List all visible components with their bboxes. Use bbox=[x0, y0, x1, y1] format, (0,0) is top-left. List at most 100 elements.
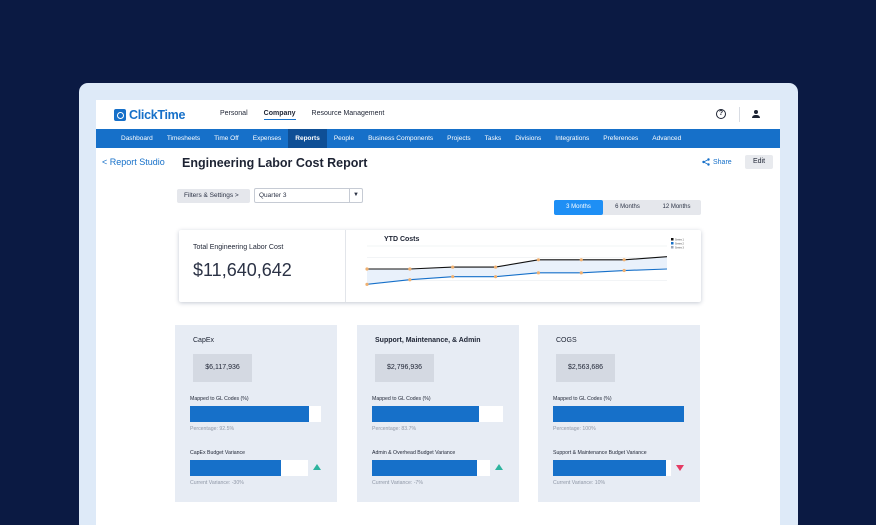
chart-point bbox=[408, 278, 412, 282]
user-icon[interactable] bbox=[752, 110, 760, 119]
mapped-gl-bar bbox=[372, 406, 503, 422]
top-bar: ClickTime Personal Company Resource Mana… bbox=[96, 100, 780, 129]
chart-point bbox=[536, 271, 541, 275]
chart-point bbox=[579, 271, 583, 275]
nav-item-preferences[interactable]: Preferences bbox=[603, 135, 639, 142]
summary-divider bbox=[345, 230, 346, 302]
range-option-3-months[interactable]: 3 Months bbox=[554, 200, 603, 215]
trend-down-icon bbox=[676, 465, 684, 471]
share-icon bbox=[702, 158, 710, 166]
nav-item-business-components[interactable]: Business Components bbox=[368, 135, 434, 142]
chart-title: YTD Costs bbox=[384, 236, 420, 243]
budget-variance-note: Current Variance: -30% bbox=[190, 480, 244, 486]
page-title: Engineering Labor Cost Report bbox=[182, 156, 368, 170]
budget-variance-label: Support & Maintenance Budget Variance bbox=[553, 450, 647, 456]
summary-value: $11,640,642 bbox=[193, 260, 292, 280]
budget-variance-note: Current Variance: -7% bbox=[372, 480, 423, 486]
filters-settings-button[interactable]: Filters & Settings > bbox=[177, 189, 250, 203]
nav-item-dashboard[interactable]: Dashboard bbox=[121, 135, 153, 142]
chart-point bbox=[451, 275, 455, 279]
clicktime-logo-icon bbox=[114, 109, 126, 121]
chart-point bbox=[622, 268, 626, 273]
mapped-gl-bar bbox=[553, 406, 684, 422]
quarter-select-value: Quarter 3 bbox=[259, 192, 287, 199]
quarter-select[interactable]: Quarter 3 ▼ bbox=[254, 188, 363, 203]
share-label: Share bbox=[713, 158, 732, 166]
nav-item-integrations[interactable]: Integrations bbox=[555, 135, 590, 142]
mapped-gl-label: Mapped to GL Codes (%) bbox=[190, 396, 249, 402]
edit-button[interactable]: Edit bbox=[745, 155, 773, 169]
chevron-down-icon[interactable]: ▼ bbox=[349, 189, 362, 202]
chart-point bbox=[493, 275, 498, 279]
chart-point bbox=[493, 265, 498, 269]
summary-label: Total Engineering Labor Cost bbox=[193, 244, 284, 251]
mapped-gl-note: Percentage: 92.5% bbox=[190, 426, 235, 432]
budget-variance-fill bbox=[553, 460, 666, 476]
trend-up-icon bbox=[495, 464, 503, 470]
main-nav: Dashboard Timesheets Time Off Expenses Repor… bbox=[96, 129, 780, 148]
kpi-card: COGS $2,563,686 Mapped to GL Codes (%) Perc… bbox=[538, 325, 700, 502]
chart-legend-swatch bbox=[671, 242, 674, 245]
chart-legend-label: Series 3 bbox=[675, 246, 684, 249]
card-value: $2,563,686 bbox=[556, 354, 615, 382]
chart-point bbox=[579, 258, 583, 262]
nav-item-expenses[interactable]: Expenses bbox=[252, 135, 282, 142]
nav-item-reports[interactable]: Reports bbox=[288, 129, 327, 148]
nav-item-people[interactable]: People bbox=[333, 135, 355, 142]
chart-series-line bbox=[366, 268, 668, 285]
budget-variance-note: Current Variance: 10% bbox=[553, 480, 606, 486]
top-nav-personal[interactable]: Personal bbox=[220, 110, 248, 117]
kpi-card: Support, Maintenance, & Admin $2,796,936 M… bbox=[357, 325, 519, 502]
trend-up-icon bbox=[313, 464, 321, 470]
chart-area bbox=[367, 256, 667, 285]
top-nav: Personal Company Resource Management bbox=[220, 110, 384, 120]
mapped-gl-fill bbox=[372, 406, 479, 422]
budget-variance-label: CapEx Budget Variance bbox=[190, 450, 245, 456]
back-to-report-studio-link[interactable]: < Report Studio bbox=[102, 157, 165, 167]
chart-point bbox=[536, 258, 541, 262]
share-button[interactable]: Share bbox=[702, 158, 732, 166]
help-icon[interactable]: ? bbox=[716, 109, 726, 119]
range-option-12-months[interactable]: 12 Months bbox=[662, 204, 691, 210]
budget-variance-bar bbox=[190, 460, 308, 476]
nav-item-tasks[interactable]: Tasks bbox=[484, 135, 502, 142]
chart-point bbox=[622, 258, 626, 262]
chart-point bbox=[365, 282, 369, 286]
time-range-toggle: 3 Months 6 Months 12 Months bbox=[554, 200, 701, 215]
logo-text: ClickTime bbox=[129, 108, 186, 122]
chart-point bbox=[451, 265, 455, 269]
budget-variance-bar bbox=[553, 460, 671, 476]
card-title: Support, Maintenance, & Admin bbox=[375, 337, 481, 344]
card-value: $2,796,936 bbox=[375, 354, 434, 382]
mapped-gl-fill bbox=[190, 406, 309, 422]
chart-legend-swatch bbox=[671, 238, 674, 241]
mapped-gl-label: Mapped to GL Codes (%) bbox=[553, 396, 612, 402]
kpi-card: CapEx $6,117,936 Mapped to GL Codes (%) Per… bbox=[175, 325, 337, 502]
clicktime-logo[interactable]: ClickTime bbox=[114, 108, 185, 122]
card-title: COGS bbox=[556, 337, 577, 344]
top-nav-resource-management[interactable]: Resource Management bbox=[311, 110, 385, 117]
card-value: $6,117,936 bbox=[193, 354, 252, 382]
nav-item-time-off[interactable]: Time Off bbox=[214, 135, 239, 142]
chart-point bbox=[365, 267, 369, 271]
budget-variance-fill bbox=[372, 460, 477, 476]
budget-variance-fill bbox=[190, 460, 281, 476]
chart-legend-swatch bbox=[671, 246, 674, 249]
budget-variance-label: Admin & Overhead Budget Variance bbox=[372, 450, 456, 456]
nav-item-projects[interactable]: Projects bbox=[447, 135, 471, 142]
nav-item-advanced[interactable]: Advanced bbox=[652, 135, 682, 142]
app-window: ClickTime Personal Company Resource Mana… bbox=[96, 100, 780, 525]
top-nav-company[interactable]: Company bbox=[263, 110, 296, 120]
card-title: CapEx bbox=[193, 337, 215, 344]
top-divider bbox=[739, 107, 740, 122]
mapped-gl-note: Percentage: 83.7% bbox=[372, 426, 417, 432]
range-option-6-months[interactable]: 6 Months bbox=[615, 204, 640, 210]
nav-item-divisions[interactable]: Divisions bbox=[515, 135, 542, 142]
mapped-gl-bar bbox=[190, 406, 321, 422]
chart-point bbox=[408, 267, 412, 271]
chart-legend-label: Series 1 bbox=[675, 238, 684, 241]
chart-legend-label: Series 2 bbox=[675, 242, 684, 245]
chart-series-line bbox=[367, 256, 668, 270]
nav-item-timesheets[interactable]: Timesheets bbox=[166, 135, 201, 142]
